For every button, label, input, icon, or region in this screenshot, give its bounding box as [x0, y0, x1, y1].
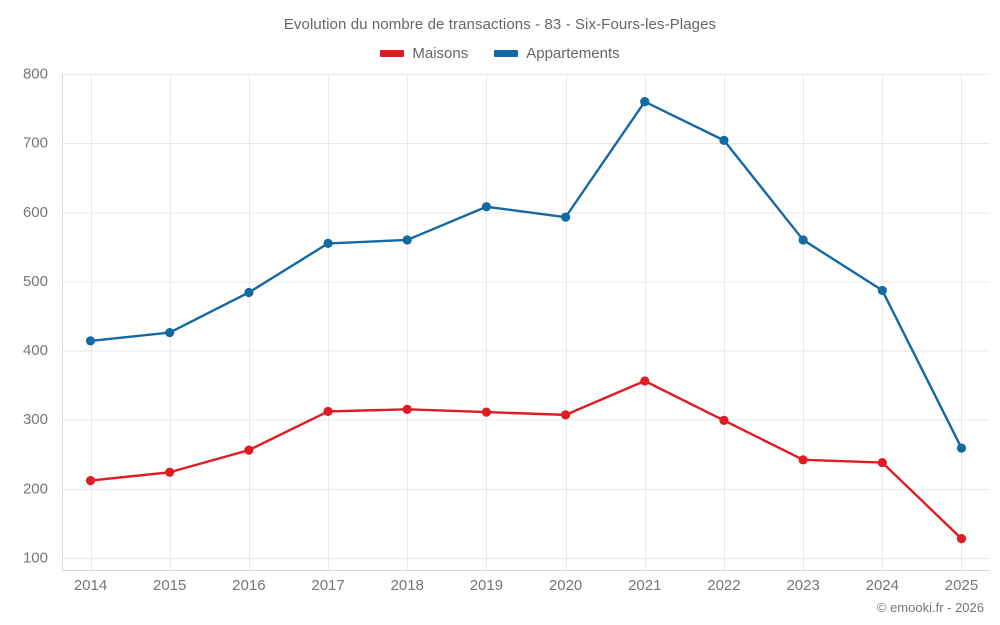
data-point-maisons-2025[interactable] — [956, 534, 967, 544]
legend-label-maisons: Maisons — [412, 45, 469, 62]
data-point-maisons-2024[interactable] — [877, 457, 887, 468]
footer-credit: © emooki.fr - 2026 — [876, 600, 984, 615]
y-tick-label: 300 — [23, 411, 48, 428]
y-tick-label: 200 — [23, 480, 48, 497]
data-point-maisons-2018[interactable] — [402, 404, 412, 414]
data-point-maisons-2014[interactable] — [85, 475, 96, 486]
data-point-maisons-2016[interactable] — [244, 445, 254, 455]
chart-title: Evolution du nombre de transactions - 83… — [283, 16, 717, 33]
x-tick-label: 2022 — [707, 577, 740, 594]
data-point-appartements-2019[interactable] — [481, 202, 492, 212]
data-point-maisons-2020[interactable] — [560, 410, 571, 420]
data-point-appartements-2015[interactable] — [165, 327, 175, 338]
y-tick-label: 100 — [23, 549, 48, 566]
data-point-appartements-2022[interactable] — [719, 135, 729, 145]
data-point-appartements-2023[interactable] — [798, 235, 808, 245]
legend-swatch-appartements — [494, 50, 519, 57]
data-point-appartements-2020[interactable] — [560, 212, 571, 222]
legend-label-appartements: Appartements — [526, 45, 620, 62]
data-point-appartements-2025[interactable] — [956, 443, 967, 453]
data-point-appartements-2024[interactable] — [877, 285, 887, 296]
data-point-maisons-2022[interactable] — [719, 415, 729, 426]
x-tick-label: 2021 — [628, 577, 661, 594]
x-tick-label: 2018 — [391, 577, 424, 594]
y-tick-label: 400 — [23, 342, 48, 359]
data-point-appartements-2017[interactable] — [323, 238, 333, 248]
data-point-maisons-2019[interactable] — [481, 407, 492, 417]
x-tick-label: 2016 — [232, 577, 265, 594]
x-tick-label: 2017 — [311, 577, 344, 594]
x-tick-label: 2024 — [866, 577, 899, 594]
data-point-maisons-2017[interactable] — [323, 406, 333, 417]
legend-swatch-maisons — [380, 50, 405, 57]
data-point-maisons-2021[interactable] — [640, 376, 650, 386]
y-tick-label: 500 — [23, 273, 48, 290]
series-line-appartements — [89, 100, 963, 450]
legend-item-maisons[interactable]: Maisons — [380, 45, 468, 62]
y-tick-label: 700 — [23, 135, 48, 152]
x-tick-label: 2015 — [153, 577, 186, 594]
y-tick-label: 600 — [23, 204, 48, 221]
x-tick-label: 2025 — [945, 577, 978, 594]
series-line-maisons — [89, 379, 963, 540]
data-point-appartements-2018[interactable] — [402, 235, 412, 245]
data-point-appartements-2014[interactable] — [85, 336, 96, 346]
y-tick-label: 800 — [23, 65, 48, 82]
legend-item-appartements[interactable]: Appartements — [494, 45, 620, 62]
x-tick-label: 2023 — [786, 577, 819, 594]
data-point-appartements-2021[interactable] — [640, 97, 650, 107]
data-point-maisons-2023[interactable] — [798, 455, 808, 465]
x-tick-label: 2014 — [74, 577, 107, 594]
x-tick-label: 2019 — [470, 577, 503, 594]
data-point-maisons-2015[interactable] — [165, 467, 175, 477]
x-tick-label: 2020 — [549, 577, 582, 594]
chart-legend: Maisons Appartements — [0, 45, 1000, 62]
data-point-appartements-2016[interactable] — [244, 287, 254, 298]
